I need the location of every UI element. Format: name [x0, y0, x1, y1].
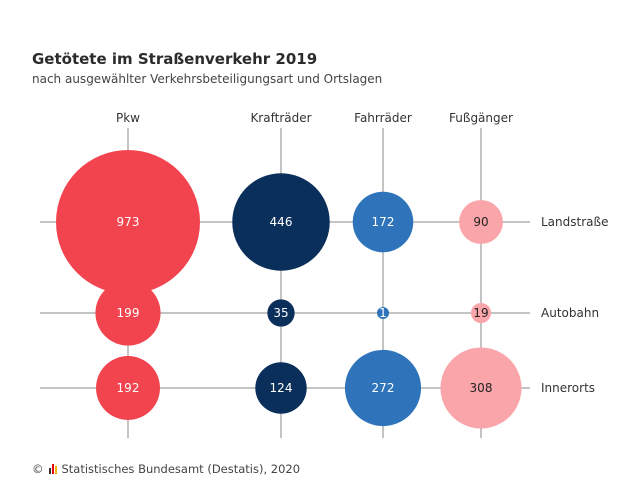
bubble-value-label: 199 — [117, 306, 140, 320]
bubble — [95, 280, 161, 346]
row-label: Autobahn — [541, 306, 599, 320]
bubble — [267, 299, 295, 327]
source-text: Statistisches Bundesamt (Destatis), 2020 — [61, 462, 301, 476]
bubble-value-label: 192 — [117, 381, 140, 395]
chart-subtitle: nach ausgewählter Verkehrsbeteiligungsar… — [32, 72, 383, 86]
bubble-value-label: 272 — [372, 381, 395, 395]
bubble — [377, 307, 389, 319]
bubble-value-label: 19 — [473, 306, 488, 320]
bubble — [459, 200, 503, 244]
bubble-value-label: 973 — [117, 215, 140, 229]
bubble — [352, 191, 414, 253]
copyright-symbol: © — [32, 462, 44, 476]
bubble — [470, 302, 492, 324]
bubble — [56, 150, 200, 294]
column-label: Pkw — [116, 111, 140, 125]
source-footer: © Statistisches Bundesamt (Destatis), 20… — [32, 462, 300, 476]
bubble-value-label: 172 — [372, 215, 395, 229]
bubble — [344, 349, 422, 427]
column-label: Fußgänger — [449, 111, 513, 125]
bubble-value-label: 90 — [473, 215, 488, 229]
column-label: Krafträder — [250, 111, 311, 125]
bubble — [232, 173, 330, 271]
bubble — [255, 362, 307, 414]
bubble — [96, 356, 160, 420]
bubble-value-label: 1 — [379, 306, 387, 320]
bubble-value-label: 308 — [470, 381, 493, 395]
row-label: Landstraße — [541, 215, 608, 229]
column-label: Fahrräder — [354, 111, 412, 125]
row-label: Innerorts — [541, 381, 595, 395]
bubble-value-label: 446 — [270, 215, 293, 229]
bubble-value-label: 124 — [270, 381, 293, 395]
destatis-logo-icon — [48, 464, 57, 474]
bubble-value-label: 35 — [273, 306, 288, 320]
bubble — [440, 347, 522, 429]
chart-title: Getötete im Straßenverkehr 2019 — [32, 50, 318, 68]
